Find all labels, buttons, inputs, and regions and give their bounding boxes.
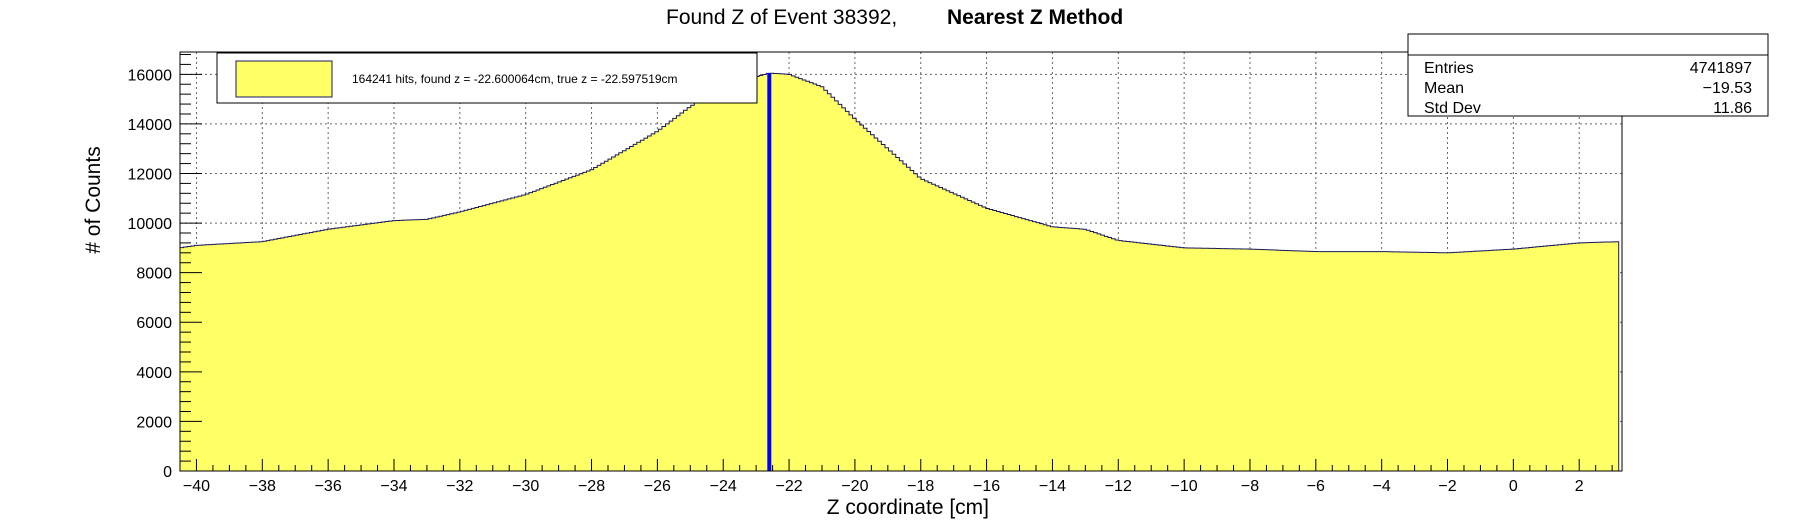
x-tick-label: 0 <box>1509 478 1518 495</box>
y-tick-label: 16000 <box>128 67 173 84</box>
x-tick-label: −14 <box>1039 478 1066 495</box>
legend-label: 164241 hits, found z = -22.600064cm, tru… <box>352 72 678 86</box>
histogram-outline <box>179 72 1620 471</box>
y-tick-label: 14000 <box>128 117 173 134</box>
histogram-fill <box>180 73 1619 471</box>
legend: 164241 hits, found z = -22.600064cm, tru… <box>216 52 758 104</box>
x-tick-label: −26 <box>644 478 671 495</box>
y-axis-label: # of Counts <box>82 146 105 253</box>
x-tick-label: −18 <box>907 478 934 495</box>
x-tick-label: −20 <box>841 478 868 495</box>
stats-mean-value: −19.53 <box>1703 80 1752 97</box>
stats-stddev-label: Std Dev <box>1424 100 1481 117</box>
y-tick-label: 2000 <box>136 414 172 431</box>
y-tick-label: 0 <box>163 464 172 481</box>
x-tick-label: −22 <box>775 478 802 495</box>
stats-box-frame <box>1407 33 1769 117</box>
x-tick-label: −24 <box>710 478 737 495</box>
x-tick-label: −10 <box>1171 478 1198 495</box>
y-tick-label: 12000 <box>128 166 173 183</box>
chart-title-method: Nearest Z Method <box>947 6 1123 29</box>
x-tick-label: −34 <box>380 478 407 495</box>
x-tick-label: 2 <box>1575 478 1584 495</box>
x-tick-label: −40 <box>183 478 210 495</box>
legend-swatch <box>235 60 333 98</box>
y-tick-label: 8000 <box>136 266 172 283</box>
x-tick-label: −36 <box>315 478 342 495</box>
x-tick-label: −6 <box>1307 478 1325 495</box>
y-tick-label: 6000 <box>136 315 172 332</box>
x-tick-label: −12 <box>1105 478 1132 495</box>
stats-entries-label: Entries <box>1424 60 1474 77</box>
x-axis-ticks: −40 −38 −36 −34 −32 −30 −28 −26 −24 −22 −20 −18 −16−… <box>179 459 1613 495</box>
x-tick-label: −8 <box>1241 478 1259 495</box>
x-axis-label: Z coordinate [cm] <box>827 496 989 519</box>
x-tick-label: −4 <box>1373 478 1391 495</box>
y-tick-label: 10000 <box>128 216 173 233</box>
x-tick-label: −16 <box>973 478 1000 495</box>
x-tick-label: −2 <box>1438 478 1456 495</box>
plot-frame <box>179 51 1623 472</box>
x-tick-label: −38 <box>249 478 276 495</box>
x-tick-label: −30 <box>512 478 539 495</box>
stats-stddev-value: 11.86 <box>1713 100 1752 117</box>
chart-title: Found Z of Event 38392, <box>666 6 897 29</box>
x-tick-label: −32 <box>446 478 473 495</box>
y-axis-ticks: 0 2000 4000 6000 8000 10000 12000 14000 16000 <box>128 53 202 481</box>
x-tick-label: −28 <box>578 478 605 495</box>
stats-entries-value: 4741897 <box>1690 60 1752 77</box>
stats-mean-label: Mean <box>1424 80 1464 97</box>
y-tick-label: 4000 <box>136 365 172 382</box>
stats-box: Entries 4741897 Mean −19.53 Std Dev 11.8… <box>1407 33 1769 117</box>
